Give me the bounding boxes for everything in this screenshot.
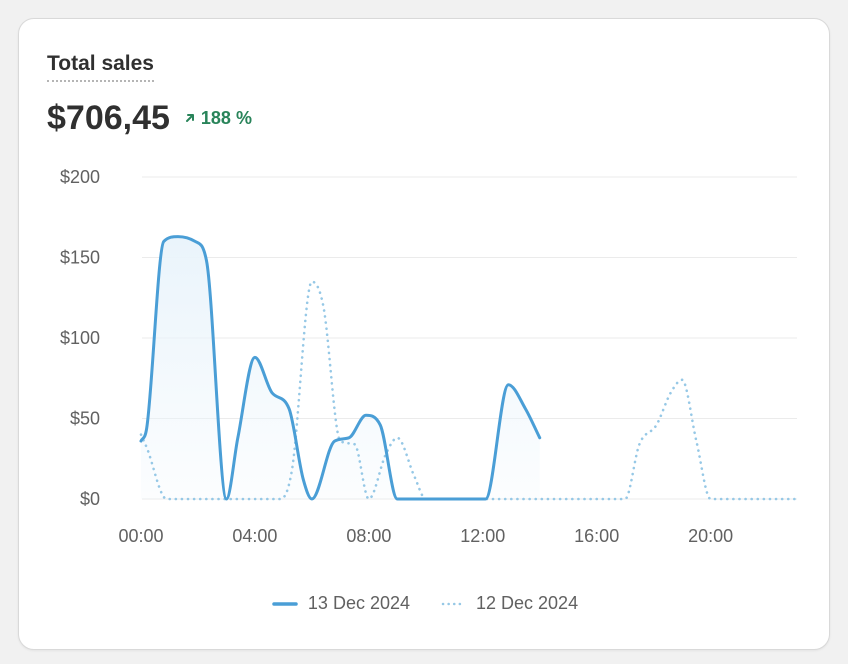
- arrow-up-right-icon: [185, 114, 194, 122]
- legend-item-previous[interactable]: 12 Dec 2024: [440, 593, 578, 614]
- chart-legend: 13 Dec 2024 12 Dec 2024: [19, 593, 831, 614]
- dotted-line-swatch-icon: [441, 602, 466, 605]
- y-tick-label: $100: [60, 328, 100, 348]
- total-sales-card: Total sales $706,45 188 % $0 $50 $100 $150 $…: [18, 18, 830, 650]
- series-line-previous: [139, 280, 798, 501]
- legend-item-current[interactable]: 13 Dec 2024: [272, 593, 410, 614]
- change-percent: 188 %: [200, 108, 252, 128]
- y-tick-label: $200: [60, 167, 100, 187]
- total-row: $706,45 188 %: [47, 97, 252, 139]
- card-title[interactable]: Total sales: [47, 51, 154, 82]
- sales-line-chart: $0 $50 $100 $150 $200 00:00 04:00 08:00 12:00 16:…: [60, 167, 798, 546]
- change-indicator: 188 %: [184, 108, 252, 128]
- series-line-current: [139, 235, 542, 501]
- x-tick-label: 16:00: [574, 526, 619, 546]
- x-tick-label: 00:00: [118, 526, 163, 546]
- series-current-area: [141, 236, 540, 499]
- y-tick-label: $0: [80, 489, 100, 509]
- x-tick-label: 12:00: [460, 526, 505, 546]
- y-tick-label: $50: [70, 409, 100, 429]
- x-tick-label: 04:00: [232, 526, 277, 546]
- total-sales-value: $706,45: [47, 99, 170, 137]
- x-tick-label: 08:00: [346, 526, 391, 546]
- x-tick-label: 20:00: [688, 526, 733, 546]
- legend-label-previous: 12 Dec 2024: [476, 593, 579, 613]
- solid-line-swatch-icon: [272, 601, 298, 606]
- y-tick-label: $150: [60, 248, 100, 268]
- legend-label-current: 13 Dec 2024: [307, 593, 410, 613]
